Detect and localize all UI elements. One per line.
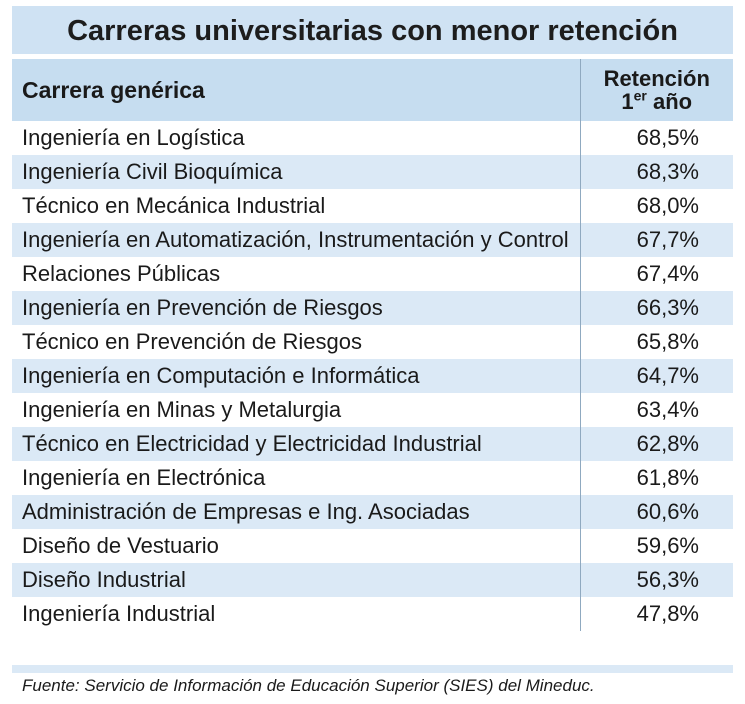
retention-cell: 56,3% (579, 563, 733, 597)
table-row: Ingeniería en Prevención de Riesgos 66,3% (12, 291, 733, 325)
table-row: Técnico en Mecánica Industrial 68,0% (12, 189, 733, 223)
title: Carreras universitarias con menor retenc… (12, 6, 733, 54)
table-row: Relaciones Públicas 67,4% (12, 257, 733, 291)
career-cell: Ingeniería en Computación e Informática (12, 359, 580, 393)
table: Carrera genérica Retención 1er año Ingen… (12, 59, 733, 631)
career-cell: Ingeniería en Prevención de Riesgos (12, 291, 580, 325)
header-superscript: er (633, 87, 647, 104)
retention-cell: 59,6% (579, 529, 733, 563)
source-note: Fuente: Servicio de Información de Educa… (22, 676, 595, 695)
table-row: Administración de Empresas e Ing. Asocia… (12, 495, 733, 529)
retention-cell: 68,5% (579, 121, 733, 155)
career-cell: Administración de Empresas e Ing. Asocia… (12, 495, 580, 529)
table-row: Técnico en Prevención de Riesgos 65,8% (12, 325, 733, 359)
career-cell: Ingeniería Industrial (22, 601, 216, 626)
header-text: 1 (621, 89, 634, 114)
retention-cell: 67,4% (579, 257, 733, 291)
retention-cell: 68,0% (579, 189, 733, 223)
table-row: Ingeniería en Computación e Informática 6… (12, 359, 733, 393)
retention-cell: 65,8% (579, 325, 733, 359)
career-cell: Ingeniería en Automatización, Instrument… (12, 223, 580, 257)
retention-cell: 64,7% (579, 359, 733, 393)
header-row: Carrera genérica Retención 1er año (12, 59, 733, 121)
retention-cell: 60,6% (579, 495, 733, 529)
table-row: Ingeniería Industrial 47,8% (12, 597, 733, 631)
career-cell: Ingeniería en Minas y Metalurgia (22, 397, 342, 422)
career-cell: Técnico en Mecánica Industrial (22, 193, 326, 218)
retention-cell: 61,8% (579, 461, 733, 495)
career-cell: Técnico en Electricidad y Electricidad I… (12, 427, 580, 461)
retention-cell: 62,8% (579, 427, 733, 461)
table-row: Técnico en Electricidad y Electricidad I… (12, 427, 733, 461)
career-cell: Relaciones Públicas (22, 261, 221, 286)
table-body: Ingeniería en Logística 68,5% Ingeniería C… (12, 121, 733, 631)
retention-cell: 47,8% (579, 597, 733, 631)
table-row: Diseño de Vestuario 59,6% (12, 529, 733, 563)
header-cell: Retención 1er año (579, 59, 733, 121)
header-text: Retención (603, 66, 710, 91)
table-row: Ingeniería Civil Bioquímica 68,3% (12, 155, 733, 189)
career-cell: Ingeniería en Logística (22, 125, 245, 150)
career-cell: Ingeniería en Electrónica (22, 465, 266, 490)
table-row: Ingeniería en Automatización, Instrument… (12, 223, 733, 257)
bottom-stripe (12, 665, 733, 673)
table-row: Ingeniería en Electrónica 61,8% (12, 461, 733, 495)
career-cell: Ingeniería Civil Bioquímica (12, 155, 580, 189)
table-row: Ingeniería en Logística 68,5% (12, 121, 733, 155)
career-cell: Técnico en Prevención de Riesgos (22, 329, 362, 354)
retention-cell: 63,4% (579, 393, 733, 427)
table-row: Ingeniería en Minas y Metalurgia 63,4% (12, 393, 733, 427)
career-cell: Diseño de Vestuario (22, 533, 219, 558)
header-text: año (652, 89, 693, 114)
retention-cell: 66,3% (579, 291, 733, 325)
career-cell: Diseño Industrial (12, 563, 580, 597)
header-cell: Carrera genérica (12, 59, 580, 121)
table-row: Diseño Industrial 56,3% (12, 563, 733, 597)
retention-cell: 68,3% (579, 155, 733, 189)
retention-cell: 67,7% (579, 223, 733, 257)
